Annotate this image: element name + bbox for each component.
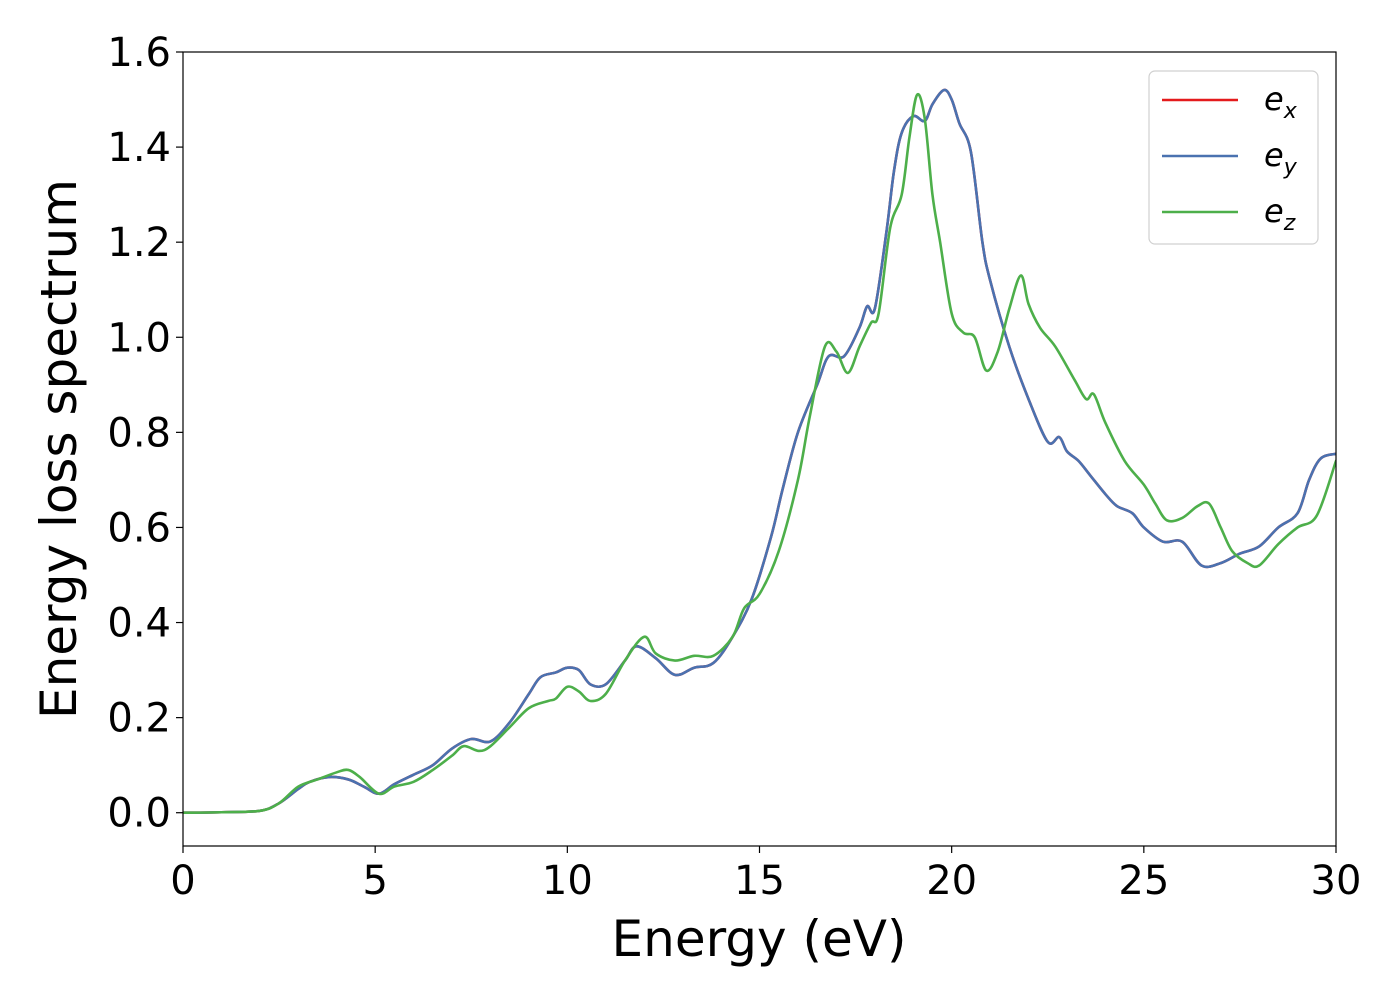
y-tick-label: 1.2 xyxy=(107,220,171,266)
x-tick-label: 25 xyxy=(1118,858,1169,904)
y-tick-label: 1.6 xyxy=(107,30,171,76)
legend-box xyxy=(1148,70,1319,245)
y-tick-label: 0.2 xyxy=(107,696,171,742)
x-tick-label: 5 xyxy=(362,858,387,904)
x-tick-label: 10 xyxy=(542,858,593,904)
x-tick-label: 0 xyxy=(170,858,195,904)
x-axis: 0 5 10 15 20 25 30 xyxy=(170,846,1361,904)
series-layer xyxy=(183,88,1336,815)
x-tick-label: 15 xyxy=(734,858,785,904)
y-tick-label: 0.8 xyxy=(107,410,171,456)
x-tick-label: 30 xyxy=(1311,858,1362,904)
y-tick-label: 1.0 xyxy=(107,315,171,361)
y-tick-label: 0.0 xyxy=(107,791,171,837)
y-axis: 0.0 0.2 0.4 0.6 0.8 1.0 1.2 1.4 1.6 xyxy=(107,30,183,837)
y-axis-title: Energy loss spectrum xyxy=(30,179,88,719)
x-tick-label: 20 xyxy=(926,858,977,904)
x-axis-title: Energy (eV) xyxy=(612,910,907,968)
y-tick-label: 1.4 xyxy=(107,125,171,171)
series-line-z xyxy=(183,92,1336,815)
y-tick-label: 0.6 xyxy=(107,505,171,551)
series-line-y xyxy=(183,88,1336,815)
y-tick-label: 0.4 xyxy=(107,601,171,647)
